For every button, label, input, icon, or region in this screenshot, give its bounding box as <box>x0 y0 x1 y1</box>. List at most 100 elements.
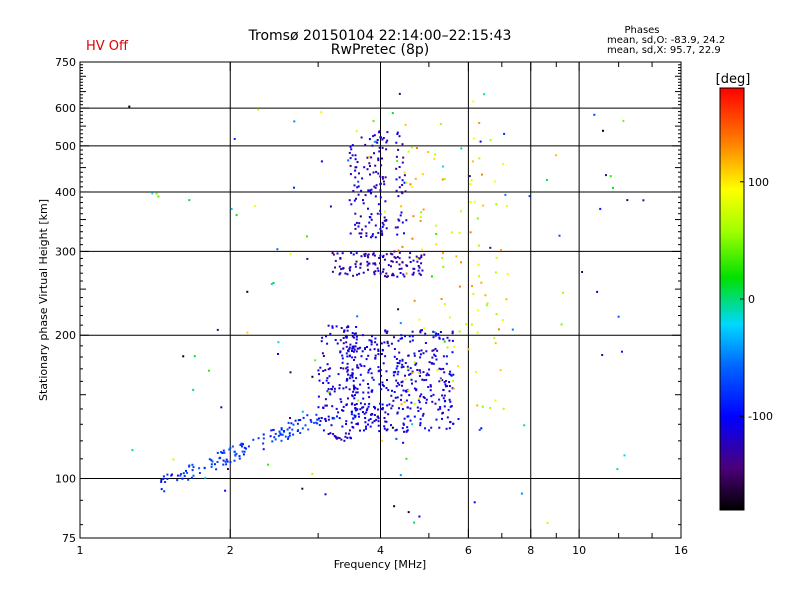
data-point <box>345 345 348 348</box>
data-point <box>405 219 408 222</box>
tick-labels: 1 2 4 6 8 10 16 75 100 200 300 400 500 600 750 <box>55 56 688 557</box>
data-point <box>366 264 369 267</box>
data-point <box>398 186 401 189</box>
data-point <box>383 425 386 428</box>
data-point <box>445 362 448 365</box>
data-point <box>257 108 260 111</box>
data-point <box>354 263 357 266</box>
data-point <box>366 260 369 263</box>
data-point <box>404 378 407 381</box>
data-point <box>421 414 424 417</box>
data-point <box>289 253 292 256</box>
data-point <box>176 479 179 482</box>
data-point <box>402 422 405 425</box>
data-point <box>382 268 385 271</box>
data-point <box>442 252 444 255</box>
data-point <box>415 362 418 365</box>
data-point <box>379 407 382 410</box>
data-point <box>350 437 352 440</box>
data-point <box>368 162 371 165</box>
data-point <box>494 271 497 274</box>
data-point <box>443 371 446 374</box>
data-point <box>341 409 343 412</box>
data-point <box>351 374 354 377</box>
data-point <box>352 346 355 349</box>
data-point <box>327 388 330 390</box>
data-point <box>354 407 357 409</box>
data-point <box>434 347 437 350</box>
data-point <box>208 369 210 372</box>
data-point <box>412 215 415 218</box>
data-point <box>315 413 318 416</box>
data-point <box>385 272 388 275</box>
data-point <box>399 272 402 274</box>
data-point <box>397 195 400 198</box>
data-point <box>439 123 442 126</box>
data-point <box>451 339 454 342</box>
data-point <box>455 255 458 258</box>
data-point <box>351 395 354 398</box>
data-point <box>400 398 402 401</box>
data-point <box>333 417 336 420</box>
data-point <box>331 325 334 328</box>
data-point <box>470 179 473 182</box>
data-point <box>349 374 352 377</box>
data-point <box>352 253 355 256</box>
data-point <box>396 373 399 376</box>
data-point <box>342 342 345 345</box>
data-point <box>440 298 443 300</box>
data-point <box>384 420 387 423</box>
data-point <box>392 371 395 374</box>
data-point <box>390 260 393 263</box>
data-point <box>401 337 403 340</box>
data-point <box>401 408 404 410</box>
data-point <box>419 220 422 222</box>
data-point <box>420 248 423 251</box>
data-point <box>451 351 454 354</box>
data-point <box>385 219 388 221</box>
data-point <box>399 337 402 340</box>
data-point <box>359 262 362 265</box>
data-point <box>442 397 445 400</box>
data-point <box>333 390 336 393</box>
data-point <box>356 399 359 402</box>
data-point <box>439 378 442 381</box>
data-point <box>373 271 376 274</box>
data-point <box>322 382 325 384</box>
data-point <box>325 404 328 407</box>
data-point <box>170 474 173 477</box>
data-point <box>495 203 498 206</box>
data-point <box>356 391 359 394</box>
data-point <box>398 257 401 260</box>
data-point <box>362 271 365 274</box>
data-point <box>479 140 482 143</box>
data-point <box>299 432 302 434</box>
data-point <box>380 136 382 139</box>
data-point <box>418 266 421 269</box>
data-point <box>546 521 549 524</box>
data-point <box>412 259 415 262</box>
data-point <box>363 403 366 406</box>
data-point <box>358 272 361 275</box>
data-point <box>359 373 362 376</box>
data-point <box>448 381 451 383</box>
y-tick-label: 200 <box>55 329 76 342</box>
data-point <box>356 273 358 276</box>
data-point <box>446 346 449 349</box>
data-point <box>411 335 414 338</box>
data-point <box>473 200 476 203</box>
data-point <box>353 332 356 335</box>
data-point <box>342 405 345 408</box>
data-point <box>438 426 441 429</box>
data-point <box>621 350 623 353</box>
y-tick-label: 400 <box>55 186 76 199</box>
data-point <box>398 359 401 362</box>
data-point <box>301 427 304 430</box>
data-point <box>349 173 352 176</box>
data-point <box>241 450 244 453</box>
data-point <box>401 179 404 182</box>
data-point <box>328 375 331 378</box>
data-point <box>366 156 369 159</box>
data-point <box>157 195 160 198</box>
data-point <box>242 453 245 456</box>
